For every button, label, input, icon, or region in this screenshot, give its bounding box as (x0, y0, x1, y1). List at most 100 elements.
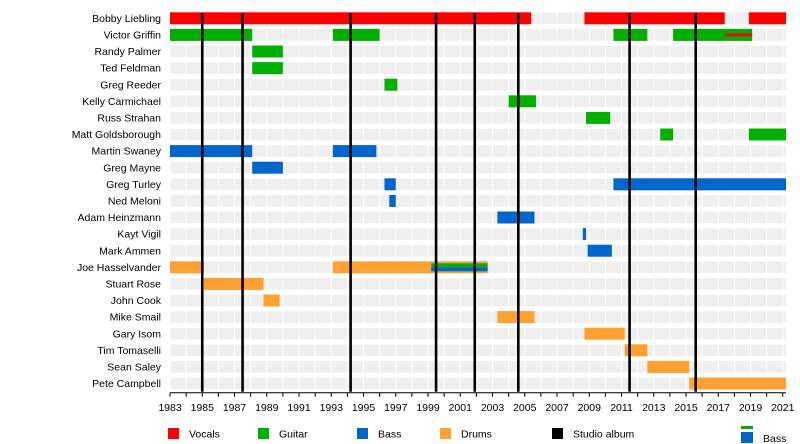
member-bar (252, 161, 283, 174)
member-bar (170, 145, 253, 158)
row-stripe (170, 178, 786, 191)
member-labels: Bobby Liebling Victor Griffin Randy Palmer… (72, 13, 162, 390)
legend-swatch (258, 428, 269, 439)
legend-label: Vocals (189, 429, 220, 441)
member-bar (497, 211, 535, 224)
member-label: Gary Isom (113, 328, 162, 340)
x-tick-label: 2001 (449, 402, 473, 414)
member-label: Ted Feldman (100, 63, 161, 75)
row-stripe (170, 278, 786, 290)
row-stripe (170, 377, 786, 390)
member-bar (584, 327, 625, 340)
member-bar (587, 244, 612, 257)
legend-swatch (552, 428, 563, 439)
legend-label: Guitar (279, 429, 308, 441)
x-tick-label: 1995 (352, 402, 376, 414)
legend-label: Studio album (573, 429, 635, 441)
member-label: Joe Hasselvander (77, 262, 162, 274)
x-tick-label: 2005 (513, 402, 537, 414)
x-tick-label: 1999 (416, 402, 440, 414)
legend-swatch (741, 432, 753, 443)
member-bar (252, 45, 283, 58)
member-label: Bobby Liebling (92, 13, 161, 25)
member-bar (748, 128, 786, 141)
member-bar (660, 128, 674, 141)
member-bar-overlay (431, 263, 488, 268)
row-stripe (170, 78, 786, 91)
member-label: Victor Griffin (104, 30, 162, 42)
member-bar (748, 12, 786, 25)
legend-label: Drums (461, 429, 492, 441)
x-tick-label: 2019 (739, 402, 763, 414)
x-tick-label: 1989 (255, 402, 279, 414)
x-tick-label: 2015 (674, 402, 698, 414)
legend-overlay-stripe (741, 426, 753, 429)
member-label: Martin Swaney (92, 146, 162, 158)
legend-swatch (357, 428, 368, 439)
row-stripe (170, 195, 786, 207)
member-label: John Cook (111, 295, 162, 307)
x-tick-label: 1991 (287, 402, 311, 414)
legend: Vocals Guitar Bass Drums Studio album Bass (168, 426, 786, 444)
member-bar (582, 228, 587, 241)
x-axis: 1983 1985 1987 1989 1991 1993 1995 1997 1999 2001… (158, 392, 795, 414)
member-bar (497, 311, 535, 324)
legend-label: Bass (378, 429, 401, 441)
x-tick-label: 2013 (642, 402, 666, 414)
member-bar (613, 178, 786, 191)
x-tick-label: 2011 (610, 402, 633, 414)
x-tick-label: 1993 (320, 402, 344, 414)
member-bar (263, 294, 280, 307)
row-stripe (170, 95, 786, 108)
x-tick-label: 2007 (545, 402, 569, 414)
row-stripe (170, 361, 786, 373)
member-bar (384, 78, 398, 91)
member-bar (584, 12, 725, 25)
member-label: Tim Tomaselli (97, 345, 161, 357)
member-label: Mark Ammen (99, 245, 161, 257)
member-label: Russ Strahan (97, 113, 161, 125)
x-tick-label: 1987 (223, 402, 247, 414)
member-label: Stuart Rose (106, 279, 162, 291)
row-stripe (170, 344, 786, 357)
member-label: Greg Turley (106, 179, 162, 191)
member-bar (170, 261, 204, 274)
member-label: Pete Campbell (92, 378, 161, 390)
member-label: Greg Mayne (103, 162, 161, 174)
x-tick-label: 1985 (191, 402, 215, 414)
member-label: Sean Saley (107, 362, 161, 374)
legend-swatch (440, 428, 451, 439)
member-bar-overlay (724, 33, 753, 37)
member-bar (170, 28, 253, 41)
row-stripe (170, 128, 786, 141)
member-bar (624, 344, 648, 357)
x-tick-label: 2009 (578, 402, 602, 414)
member-bar (384, 178, 396, 191)
member-label: Kayt Vigil (117, 229, 161, 241)
x-tick-label: 1997 (384, 402, 408, 414)
member-bar (586, 111, 611, 124)
x-tick-label: 2017 (707, 402, 731, 414)
member-bar (689, 377, 786, 390)
x-tick-label: 1983 (158, 402, 182, 414)
x-tick-label: 2003 (481, 402, 505, 414)
member-label: Matt Goldsborough (72, 129, 161, 141)
member-bar (332, 28, 380, 41)
member-label: Mike Smail (110, 312, 161, 324)
member-label: Adam Heinzmann (78, 212, 162, 224)
legend-swatch (168, 428, 179, 439)
studio-album-lines (200, 13, 697, 392)
row-stripe (170, 327, 786, 340)
member-bar (203, 277, 264, 290)
member-bar-overlay (431, 267, 488, 272)
member-bar (673, 28, 753, 41)
member-label: Greg Reeder (100, 79, 161, 91)
row-stripe (170, 294, 786, 307)
member-label: Randy Palmer (94, 46, 161, 58)
member-label: Ned Meloni (108, 196, 161, 208)
row-stripe (170, 244, 786, 257)
member-bar (508, 95, 537, 108)
member-label: Kelly Carmichael (82, 96, 161, 108)
row-stripe (170, 112, 786, 124)
